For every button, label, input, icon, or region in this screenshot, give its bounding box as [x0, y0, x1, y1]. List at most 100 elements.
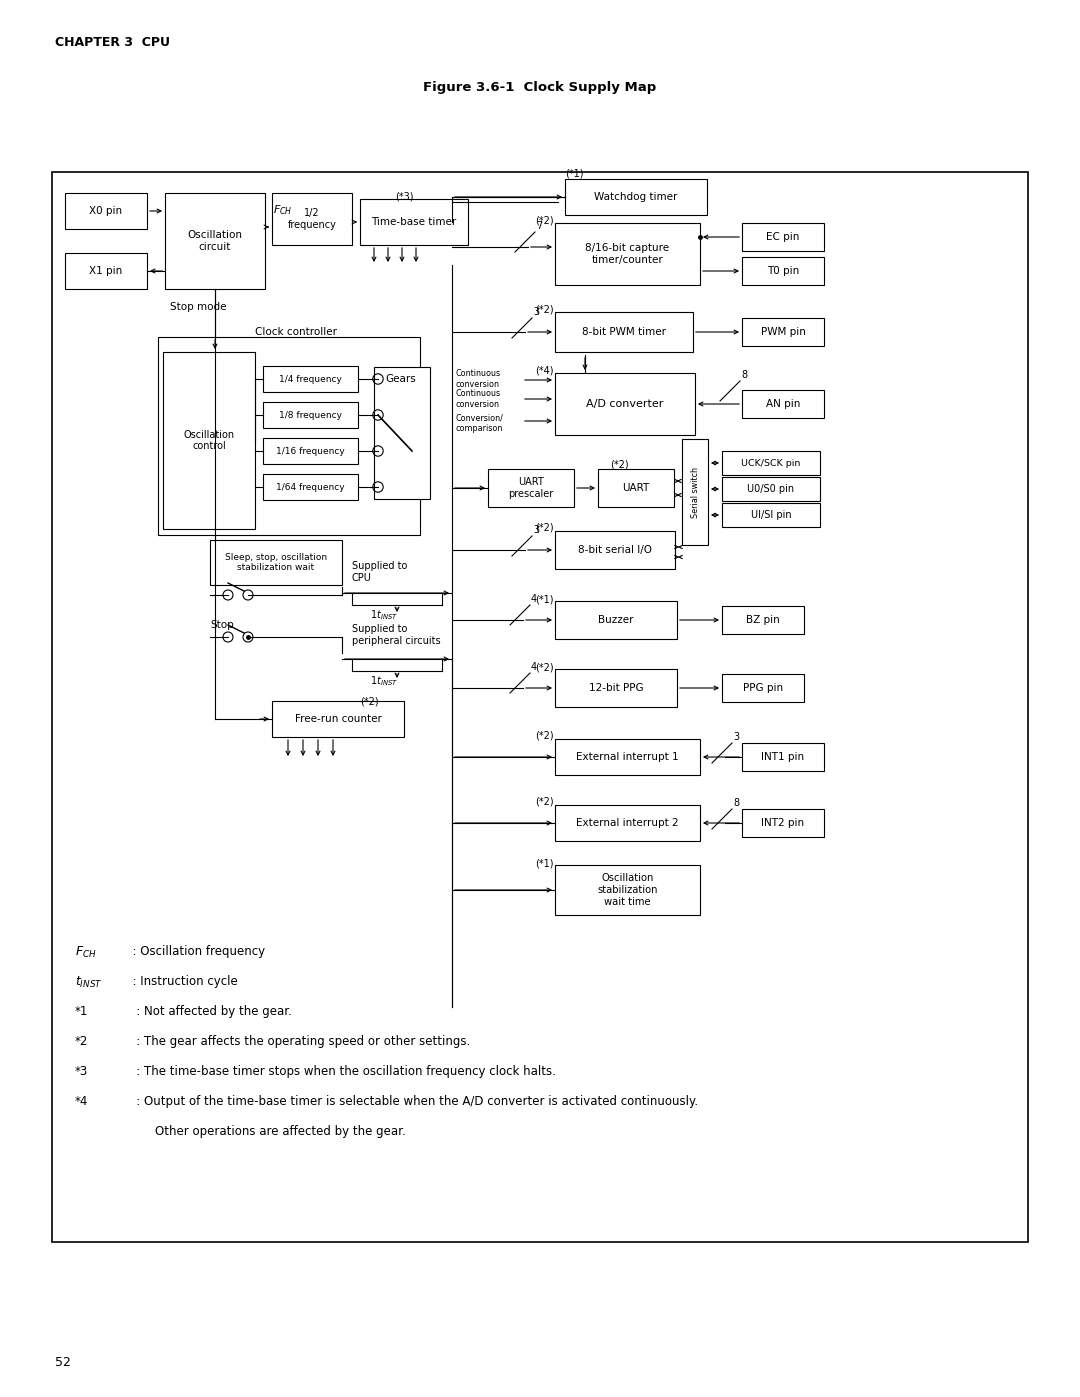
- Bar: [272, 193, 352, 244]
- Bar: [65, 193, 147, 229]
- Text: Figure 3.6-1  Clock Supply Map: Figure 3.6-1 Clock Supply Map: [423, 81, 657, 94]
- Text: Stop mode: Stop mode: [170, 302, 227, 312]
- Text: UART: UART: [622, 483, 650, 493]
- Text: 52: 52: [55, 1355, 71, 1369]
- Text: *2: *2: [75, 1035, 89, 1048]
- Text: 8: 8: [741, 370, 747, 380]
- Bar: [264, 474, 357, 500]
- Text: X1 pin: X1 pin: [90, 265, 123, 277]
- Text: PWM pin: PWM pin: [760, 327, 806, 337]
- Bar: [272, 701, 404, 738]
- Bar: [555, 312, 693, 352]
- Text: EC pin: EC pin: [767, 232, 799, 242]
- Bar: [723, 451, 820, 475]
- Bar: [264, 402, 357, 427]
- Bar: [555, 805, 700, 841]
- Text: (*1): (*1): [535, 858, 554, 868]
- Text: UCK/SCK pin: UCK/SCK pin: [741, 458, 800, 468]
- Text: (*1): (*1): [535, 594, 554, 604]
- Text: 4: 4: [531, 594, 537, 604]
- Text: UART
prescaler: UART prescaler: [509, 478, 554, 499]
- Bar: [723, 606, 804, 634]
- Bar: [723, 476, 820, 502]
- Bar: [681, 439, 708, 545]
- Text: (*2): (*2): [360, 696, 379, 705]
- Text: Oscillation
control: Oscillation control: [184, 430, 234, 451]
- Text: CHAPTER 3  CPU: CHAPTER 3 CPU: [55, 35, 170, 49]
- Text: : Not affected by the gear.: : Not affected by the gear.: [125, 1004, 292, 1018]
- Text: U0/S0 pin: U0/S0 pin: [747, 483, 795, 495]
- Text: Sleep, stop, oscillation
stabilization wait: Sleep, stop, oscillation stabilization w…: [225, 553, 327, 573]
- Text: PPG pin: PPG pin: [743, 683, 783, 693]
- Text: (*3): (*3): [395, 191, 414, 201]
- Text: : The time-base timer stops when the oscillation frequency clock halts.: : The time-base timer stops when the osc…: [125, 1065, 556, 1078]
- Bar: [555, 224, 700, 285]
- Text: 1/4 frequency: 1/4 frequency: [279, 374, 342, 384]
- Text: $t_{INST}$: $t_{INST}$: [75, 975, 103, 990]
- Text: 3: 3: [534, 307, 539, 317]
- Bar: [210, 541, 342, 585]
- Text: (*1): (*1): [565, 168, 583, 177]
- Text: Serial switch: Serial switch: [690, 467, 700, 517]
- Bar: [723, 673, 804, 703]
- Text: 3: 3: [733, 732, 739, 742]
- Text: Supplied to
peripheral circuits: Supplied to peripheral circuits: [352, 624, 441, 645]
- Text: Conversion/
comparison: Conversion/ comparison: [455, 414, 503, 433]
- Text: Other operations are affected by the gear.: Other operations are affected by the gea…: [156, 1125, 406, 1139]
- Text: Buzzer: Buzzer: [598, 615, 634, 624]
- Text: 1/2
frequency: 1/2 frequency: [287, 208, 337, 229]
- Text: UI/SI pin: UI/SI pin: [751, 510, 792, 520]
- Text: (*2): (*2): [535, 662, 554, 672]
- Text: $\mathit{F}_{CH}$: $\mathit{F}_{CH}$: [273, 203, 293, 217]
- Bar: [742, 257, 824, 285]
- Bar: [488, 469, 573, 507]
- Text: Watchdog timer: Watchdog timer: [594, 191, 677, 203]
- Text: Gears: Gears: [384, 374, 416, 384]
- Bar: [163, 352, 255, 529]
- Text: 8-bit serial I/O: 8-bit serial I/O: [578, 545, 652, 555]
- Text: (*2): (*2): [535, 522, 554, 532]
- Text: (*4): (*4): [535, 365, 554, 374]
- Bar: [374, 367, 430, 499]
- Text: : The gear affects the operating speed or other settings.: : The gear affects the operating speed o…: [125, 1035, 470, 1048]
- Text: (*2): (*2): [535, 305, 554, 314]
- Text: AN pin: AN pin: [766, 400, 800, 409]
- Text: External interrupt 2: External interrupt 2: [577, 819, 679, 828]
- Text: 7: 7: [536, 221, 542, 231]
- Bar: [742, 224, 824, 251]
- Bar: [742, 743, 824, 771]
- Text: : Oscillation frequency: : Oscillation frequency: [125, 944, 265, 958]
- Text: External interrupt 1: External interrupt 1: [577, 752, 679, 761]
- Text: $F_{CH}$: $F_{CH}$: [75, 944, 96, 960]
- Text: Oscillation
circuit: Oscillation circuit: [188, 231, 243, 251]
- Bar: [555, 373, 696, 434]
- Text: : Instruction cycle: : Instruction cycle: [125, 975, 238, 988]
- Text: Free-run counter: Free-run counter: [295, 714, 381, 724]
- Text: X0 pin: X0 pin: [90, 205, 122, 217]
- Bar: [52, 172, 1028, 1242]
- Text: *4: *4: [75, 1095, 89, 1108]
- Text: $1t_{INST}$: $1t_{INST}$: [370, 608, 399, 622]
- Bar: [598, 469, 674, 507]
- Bar: [742, 319, 824, 346]
- Bar: [158, 337, 420, 535]
- Text: Continuous
conversion: Continuous conversion: [455, 390, 500, 409]
- Text: INT1 pin: INT1 pin: [761, 752, 805, 761]
- Bar: [555, 669, 677, 707]
- Bar: [65, 253, 147, 289]
- Bar: [165, 193, 265, 289]
- Text: 3: 3: [534, 525, 539, 535]
- Bar: [742, 809, 824, 837]
- Text: *1: *1: [75, 1004, 89, 1018]
- Text: $1t_{INST}$: $1t_{INST}$: [370, 675, 399, 687]
- Text: T0 pin: T0 pin: [767, 265, 799, 277]
- Text: 1/64 frequency: 1/64 frequency: [276, 482, 345, 492]
- Text: Continuous
conversion: Continuous conversion: [455, 369, 500, 388]
- Bar: [360, 198, 468, 244]
- Text: Oscillation
stabilization
wait time: Oscillation stabilization wait time: [597, 873, 658, 907]
- Text: 8-bit PWM timer: 8-bit PWM timer: [582, 327, 666, 337]
- Bar: [555, 601, 677, 638]
- Text: Supplied to
CPU: Supplied to CPU: [352, 562, 407, 583]
- Text: 1/8 frequency: 1/8 frequency: [279, 411, 342, 419]
- Bar: [555, 739, 700, 775]
